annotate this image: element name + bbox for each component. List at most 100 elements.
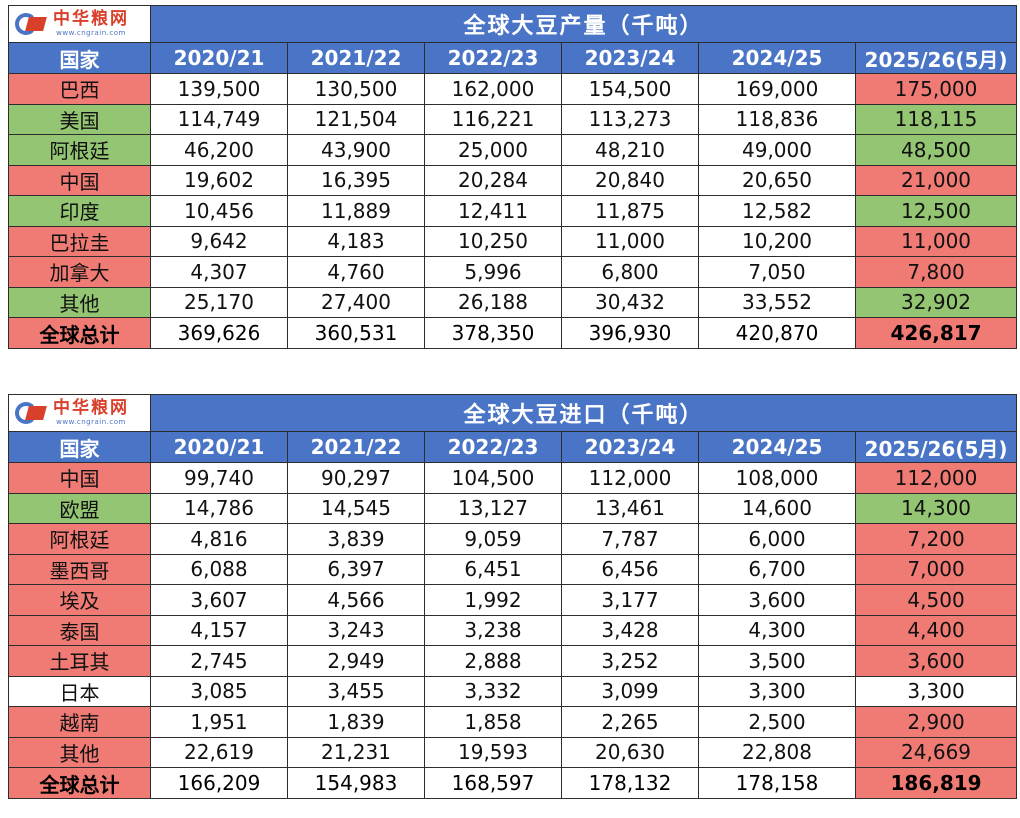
column-header: 2022/23 bbox=[424, 42, 562, 74]
value-cell: 169,000 bbox=[698, 73, 856, 105]
value-cell: 118,836 bbox=[698, 103, 856, 135]
forecast-value-cell: 175,000 bbox=[854, 73, 1018, 105]
value-cell: 3,252 bbox=[561, 645, 699, 677]
value-cell: 1,839 bbox=[287, 706, 425, 738]
value-cell: 10,200 bbox=[698, 225, 856, 257]
value-cell: 14,786 bbox=[150, 492, 288, 524]
forecast-value-cell: 4,500 bbox=[854, 584, 1018, 616]
value-cell: 2,265 bbox=[561, 706, 699, 738]
value-cell: 6,397 bbox=[287, 553, 425, 585]
production-table-panel: 中华粮网 www.cngrain.com 全球大豆产量（千吨） 国家 2020/21 20… bbox=[8, 5, 1018, 349]
table-row: 中国 99,740 90,297 104,500 112,000 108,000 112,0… bbox=[8, 462, 1018, 494]
total-value-cell: 154,983 bbox=[287, 767, 425, 799]
country-cell: 美国 bbox=[8, 103, 151, 135]
value-cell: 3,099 bbox=[561, 675, 699, 707]
table-row: 欧盟 14,786 14,545 13,127 13,461 14,600 14,300 bbox=[8, 492, 1018, 524]
value-cell: 16,395 bbox=[287, 164, 425, 196]
country-cell: 泰国 bbox=[8, 614, 151, 646]
value-cell: 14,545 bbox=[287, 492, 425, 524]
total-value-cell: 168,597 bbox=[424, 767, 562, 799]
logo-url: www.cngrain.com bbox=[56, 418, 126, 426]
total-value-cell: 178,158 bbox=[698, 767, 856, 799]
country-cell: 中国 bbox=[8, 164, 151, 196]
column-header: 2020/21 bbox=[150, 431, 288, 463]
forecast-value-cell: 11,000 bbox=[854, 225, 1018, 257]
column-header: 国家 bbox=[8, 42, 151, 74]
import-table-panel: 中华粮网 www.cngrain.com 全球大豆进口（千吨） 国家 2020/21 20… bbox=[8, 394, 1018, 799]
value-cell: 3,500 bbox=[698, 645, 856, 677]
total-label: 全球总计 bbox=[8, 317, 151, 349]
value-cell: 12,411 bbox=[424, 195, 562, 227]
value-cell: 43,900 bbox=[287, 134, 425, 166]
column-header: 2023/24 bbox=[561, 42, 699, 74]
value-cell: 1,858 bbox=[424, 706, 562, 738]
country-cell: 巴拉圭 bbox=[8, 225, 151, 257]
value-cell: 2,888 bbox=[424, 645, 562, 677]
production-table: 中华粮网 www.cngrain.com 全球大豆产量（千吨） 国家 2020/21 20… bbox=[8, 5, 1018, 349]
value-cell: 26,188 bbox=[424, 286, 562, 318]
total-forecast-value: 426,817 bbox=[854, 317, 1018, 349]
value-cell: 20,650 bbox=[698, 164, 856, 196]
value-cell: 112,000 bbox=[561, 462, 699, 494]
table-row: 土耳其 2,745 2,949 2,888 3,252 3,500 3,600 bbox=[8, 645, 1018, 677]
total-forecast-value: 186,819 bbox=[854, 767, 1018, 799]
country-cell: 日本 bbox=[8, 675, 151, 707]
total-value-cell: 369,626 bbox=[150, 317, 288, 349]
total-value-cell: 360,531 bbox=[287, 317, 425, 349]
value-cell: 99,740 bbox=[150, 462, 288, 494]
logo-url: www.cngrain.com bbox=[56, 29, 126, 37]
table-row: 美国 114,749 121,504 116,221 113,273 118,836 118… bbox=[8, 103, 1018, 135]
table-title-text: 全球大豆产量（千吨） bbox=[463, 14, 704, 39]
value-cell: 9,059 bbox=[424, 523, 562, 555]
table-row: 巴拉圭 9,642 4,183 10,250 11,000 10,200 11,000 bbox=[8, 225, 1018, 257]
table-title: 全球大豆进口（千吨） bbox=[149, 394, 1018, 432]
country-cell: 加拿大 bbox=[8, 256, 151, 288]
total-value-cell: 378,350 bbox=[424, 317, 562, 349]
value-cell: 25,170 bbox=[150, 286, 288, 318]
value-cell: 3,839 bbox=[287, 523, 425, 555]
value-cell: 2,745 bbox=[150, 645, 288, 677]
forecast-value-cell: 32,902 bbox=[854, 286, 1018, 318]
forecast-value-cell: 12,500 bbox=[854, 195, 1018, 227]
value-cell: 20,284 bbox=[424, 164, 562, 196]
table-row: 日本 3,085 3,455 3,332 3,099 3,300 3,300 bbox=[8, 675, 1018, 707]
table-row: 巴西 139,500 130,500 162,000 154,500 169,000 175… bbox=[8, 73, 1018, 105]
forecast-value-cell: 24,669 bbox=[854, 736, 1018, 768]
value-cell: 13,461 bbox=[561, 492, 699, 524]
column-header: 2022/23 bbox=[424, 431, 562, 463]
table-row: 印度 10,456 11,889 12,411 11,875 12,582 12,500 bbox=[8, 195, 1018, 227]
value-cell: 19,593 bbox=[424, 736, 562, 768]
value-cell: 3,300 bbox=[698, 675, 856, 707]
value-cell: 7,050 bbox=[698, 256, 856, 288]
value-cell: 3,428 bbox=[561, 614, 699, 646]
table-row: 墨西哥 6,088 6,397 6,451 6,456 6,700 7,000 bbox=[8, 553, 1018, 585]
country-cell: 其他 bbox=[8, 736, 151, 768]
column-header: 2024/25 bbox=[698, 42, 856, 74]
column-header: 2023/24 bbox=[561, 431, 699, 463]
logo: 中华粮网 www.cngrain.com bbox=[8, 5, 151, 43]
total-value-cell: 178,132 bbox=[561, 767, 699, 799]
column-header: 国家 bbox=[8, 431, 151, 463]
value-cell: 6,800 bbox=[561, 256, 699, 288]
table-row: 越南 1,951 1,839 1,858 2,265 2,500 2,900 bbox=[8, 706, 1018, 738]
table-row: 其他 22,619 21,231 19,593 20,630 22,808 24,669 bbox=[8, 736, 1018, 768]
country-cell: 欧盟 bbox=[8, 492, 151, 524]
value-cell: 3,600 bbox=[698, 584, 856, 616]
value-cell: 13,127 bbox=[424, 492, 562, 524]
total-value-cell: 396,930 bbox=[561, 317, 699, 349]
value-cell: 20,840 bbox=[561, 164, 699, 196]
value-cell: 11,875 bbox=[561, 195, 699, 227]
value-cell: 19,602 bbox=[150, 164, 288, 196]
country-cell: 中国 bbox=[8, 462, 151, 494]
table-header-row: 国家 2020/21 2021/22 2022/23 2023/24 2024/25 202… bbox=[8, 431, 1018, 463]
column-header: 2020/21 bbox=[150, 42, 288, 74]
country-cell: 土耳其 bbox=[8, 645, 151, 677]
table-row: 中国 19,602 16,395 20,284 20,840 20,650 21,000 bbox=[8, 164, 1018, 196]
value-cell: 9,642 bbox=[150, 225, 288, 257]
value-cell: 11,889 bbox=[287, 195, 425, 227]
value-cell: 4,307 bbox=[150, 256, 288, 288]
value-cell: 30,432 bbox=[561, 286, 699, 318]
forecast-value-cell: 3,600 bbox=[854, 645, 1018, 677]
forecast-value-cell: 7,200 bbox=[854, 523, 1018, 555]
total-row: 全球总计 369,626 360,531 378,350 396,930 420,870 4… bbox=[8, 317, 1018, 349]
